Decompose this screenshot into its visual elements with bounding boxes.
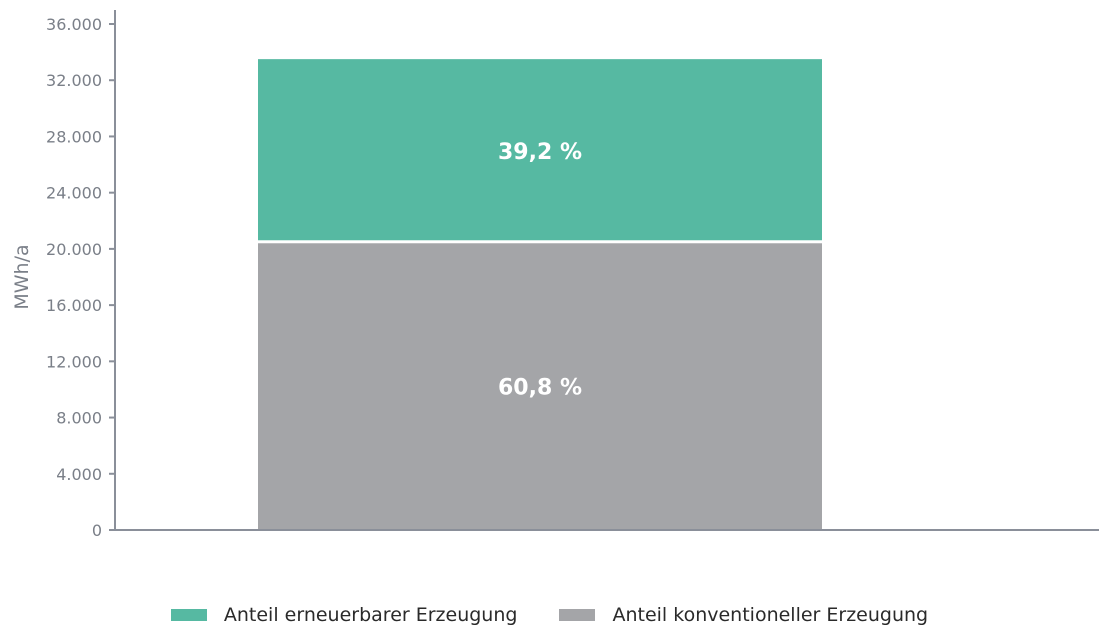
y-tick-label: 16.000 [46,296,102,315]
bar-segment-label: 39,2 % [498,140,582,165]
y-tick-label: 24.000 [46,184,102,203]
stacked-bar-chart: 60,8 % 39,2 % 0 4.000 8.000 12.000 16.000 20.0… [11,10,1099,540]
legend-label: Anteil konventioneller Erzeugung [612,604,929,626]
y-tick-label: 8.000 [56,409,102,428]
bar-segment [258,243,822,530]
bar-segment [258,59,822,241]
y-tick-label: 28.000 [46,127,102,146]
bar-data-labels: 60,8 % 39,2 % [498,140,582,400]
y-axis-title: MWh/a [11,244,33,309]
legend-swatch [559,609,596,621]
legend-item: Anteil erneuerbarer Erzeugung [170,604,518,626]
y-tick-label: 32.000 [46,71,102,90]
legend-swatch [170,609,207,621]
legend-label: Anteil erneuerbarer Erzeugung [223,604,518,626]
y-tick-label: 12.000 [46,352,102,371]
y-axis-ticks: 0 4.000 8.000 12.000 16.000 20.000 24.000 28.00… [46,15,115,540]
y-tick-label: 36.000 [46,15,102,34]
bar-segment-label: 60,8 % [498,376,582,401]
legend-item: Anteil konventioneller Erzeugung [559,604,928,626]
chart-legend: Anteil erneuerbarer Erzeugung Anteil konv… [0,604,1099,626]
y-tick-label: 20.000 [46,240,102,259]
y-tick-label: 0 [92,521,102,540]
bar-segments [258,59,822,530]
y-tick-label: 4.000 [56,465,102,484]
